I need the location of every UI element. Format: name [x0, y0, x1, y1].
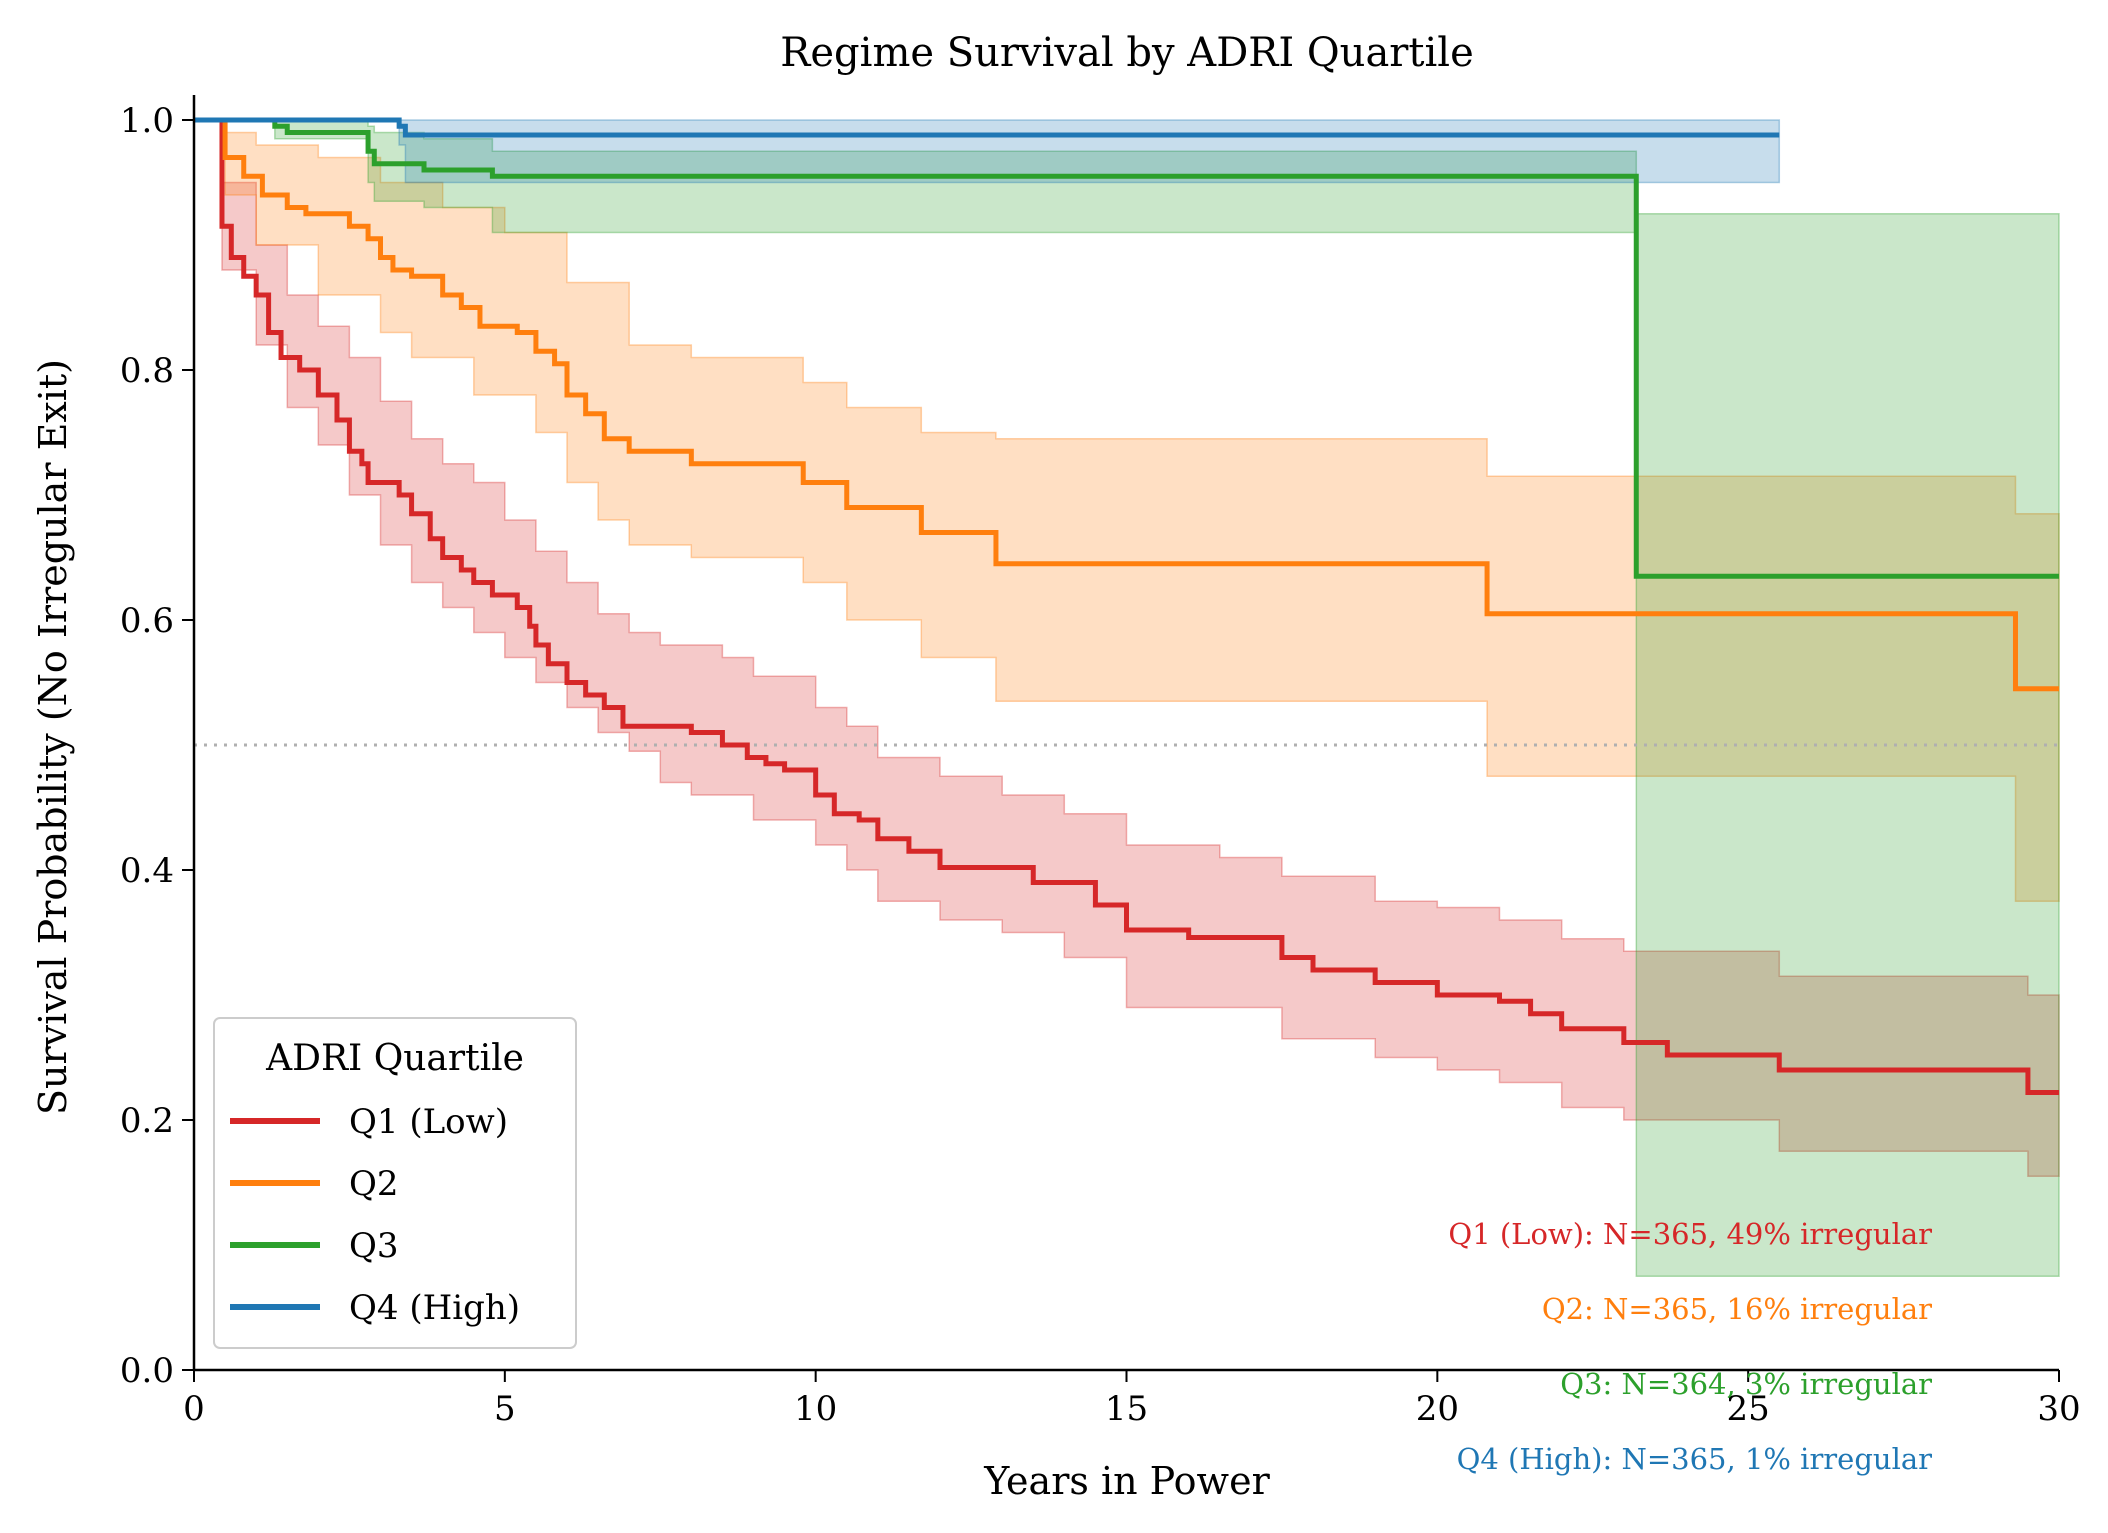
survival-lines [194, 117, 2059, 1095]
x-tick-label: 5 [494, 1389, 516, 1429]
x-tick-label: 10 [794, 1389, 837, 1429]
y-tick-label: 0.8 [120, 351, 174, 391]
legend-title: ADRI Quartile [265, 1038, 524, 1079]
legend-label-q1: Q1 (Low) [349, 1102, 508, 1142]
survival-line-q3 [194, 117, 2059, 579]
ci-band-q4 [194, 119, 1781, 184]
y-axis-label: Survival Probability (No Irregular Exit) [31, 359, 75, 1115]
legend-label-q3: Q3 [349, 1226, 399, 1266]
survival-line-q2 [194, 117, 2059, 692]
x-tick-label: 25 [1727, 1389, 1770, 1429]
ci-band-q2 [194, 119, 2060, 903]
x-axis-label: Years in Power [983, 1459, 1270, 1503]
axes: 0 5 10 15 20 25 30 0.0 0.2 0.4 0.6 0.8 1.0 [120, 95, 2081, 1429]
ci-band-q3 [194, 119, 2060, 1278]
x-tick-label: 30 [2037, 1389, 2080, 1429]
x-tick-label: 0 [183, 1389, 205, 1429]
y-tick-label: 0.4 [120, 851, 174, 891]
n-annotation-q2: Q2: N=365, 16% irregular [1542, 1292, 1932, 1326]
y-tick-label: 0.0 [120, 1351, 174, 1391]
legend: ADRI Quartile Q1 (Low) Q2 Q3 Q4 (High) [213, 1017, 577, 1349]
legend-label-q4: Q4 (High) [349, 1288, 520, 1328]
n-annotations: Q1 (Low): N=365, 49% irregular Q2: N=365,… [1448, 1217, 1932, 1476]
x-tick-label: 15 [1105, 1389, 1148, 1429]
x-tick-label: 20 [1416, 1389, 1459, 1429]
chart-title: Regime Survival by ADRI Quartile [780, 30, 1474, 76]
survival-line-q1 [194, 117, 2059, 1095]
n-annotation-q1: Q1 (Low): N=365, 49% irregular [1448, 1217, 1932, 1251]
survival-line-q4 [194, 117, 1780, 138]
n-annotation-q3: Q3: N=364, 3% irregular [1560, 1367, 1932, 1401]
y-tick-label: 0.6 [120, 601, 174, 641]
n-annotation-q4: Q4 (High): N=365, 1% irregular [1457, 1442, 1933, 1476]
y-tick-label: 0.2 [120, 1101, 174, 1141]
y-tick-label: 1.0 [120, 101, 174, 141]
legend-frame [213, 1017, 577, 1349]
legend-label-q2: Q2 [349, 1164, 399, 1204]
